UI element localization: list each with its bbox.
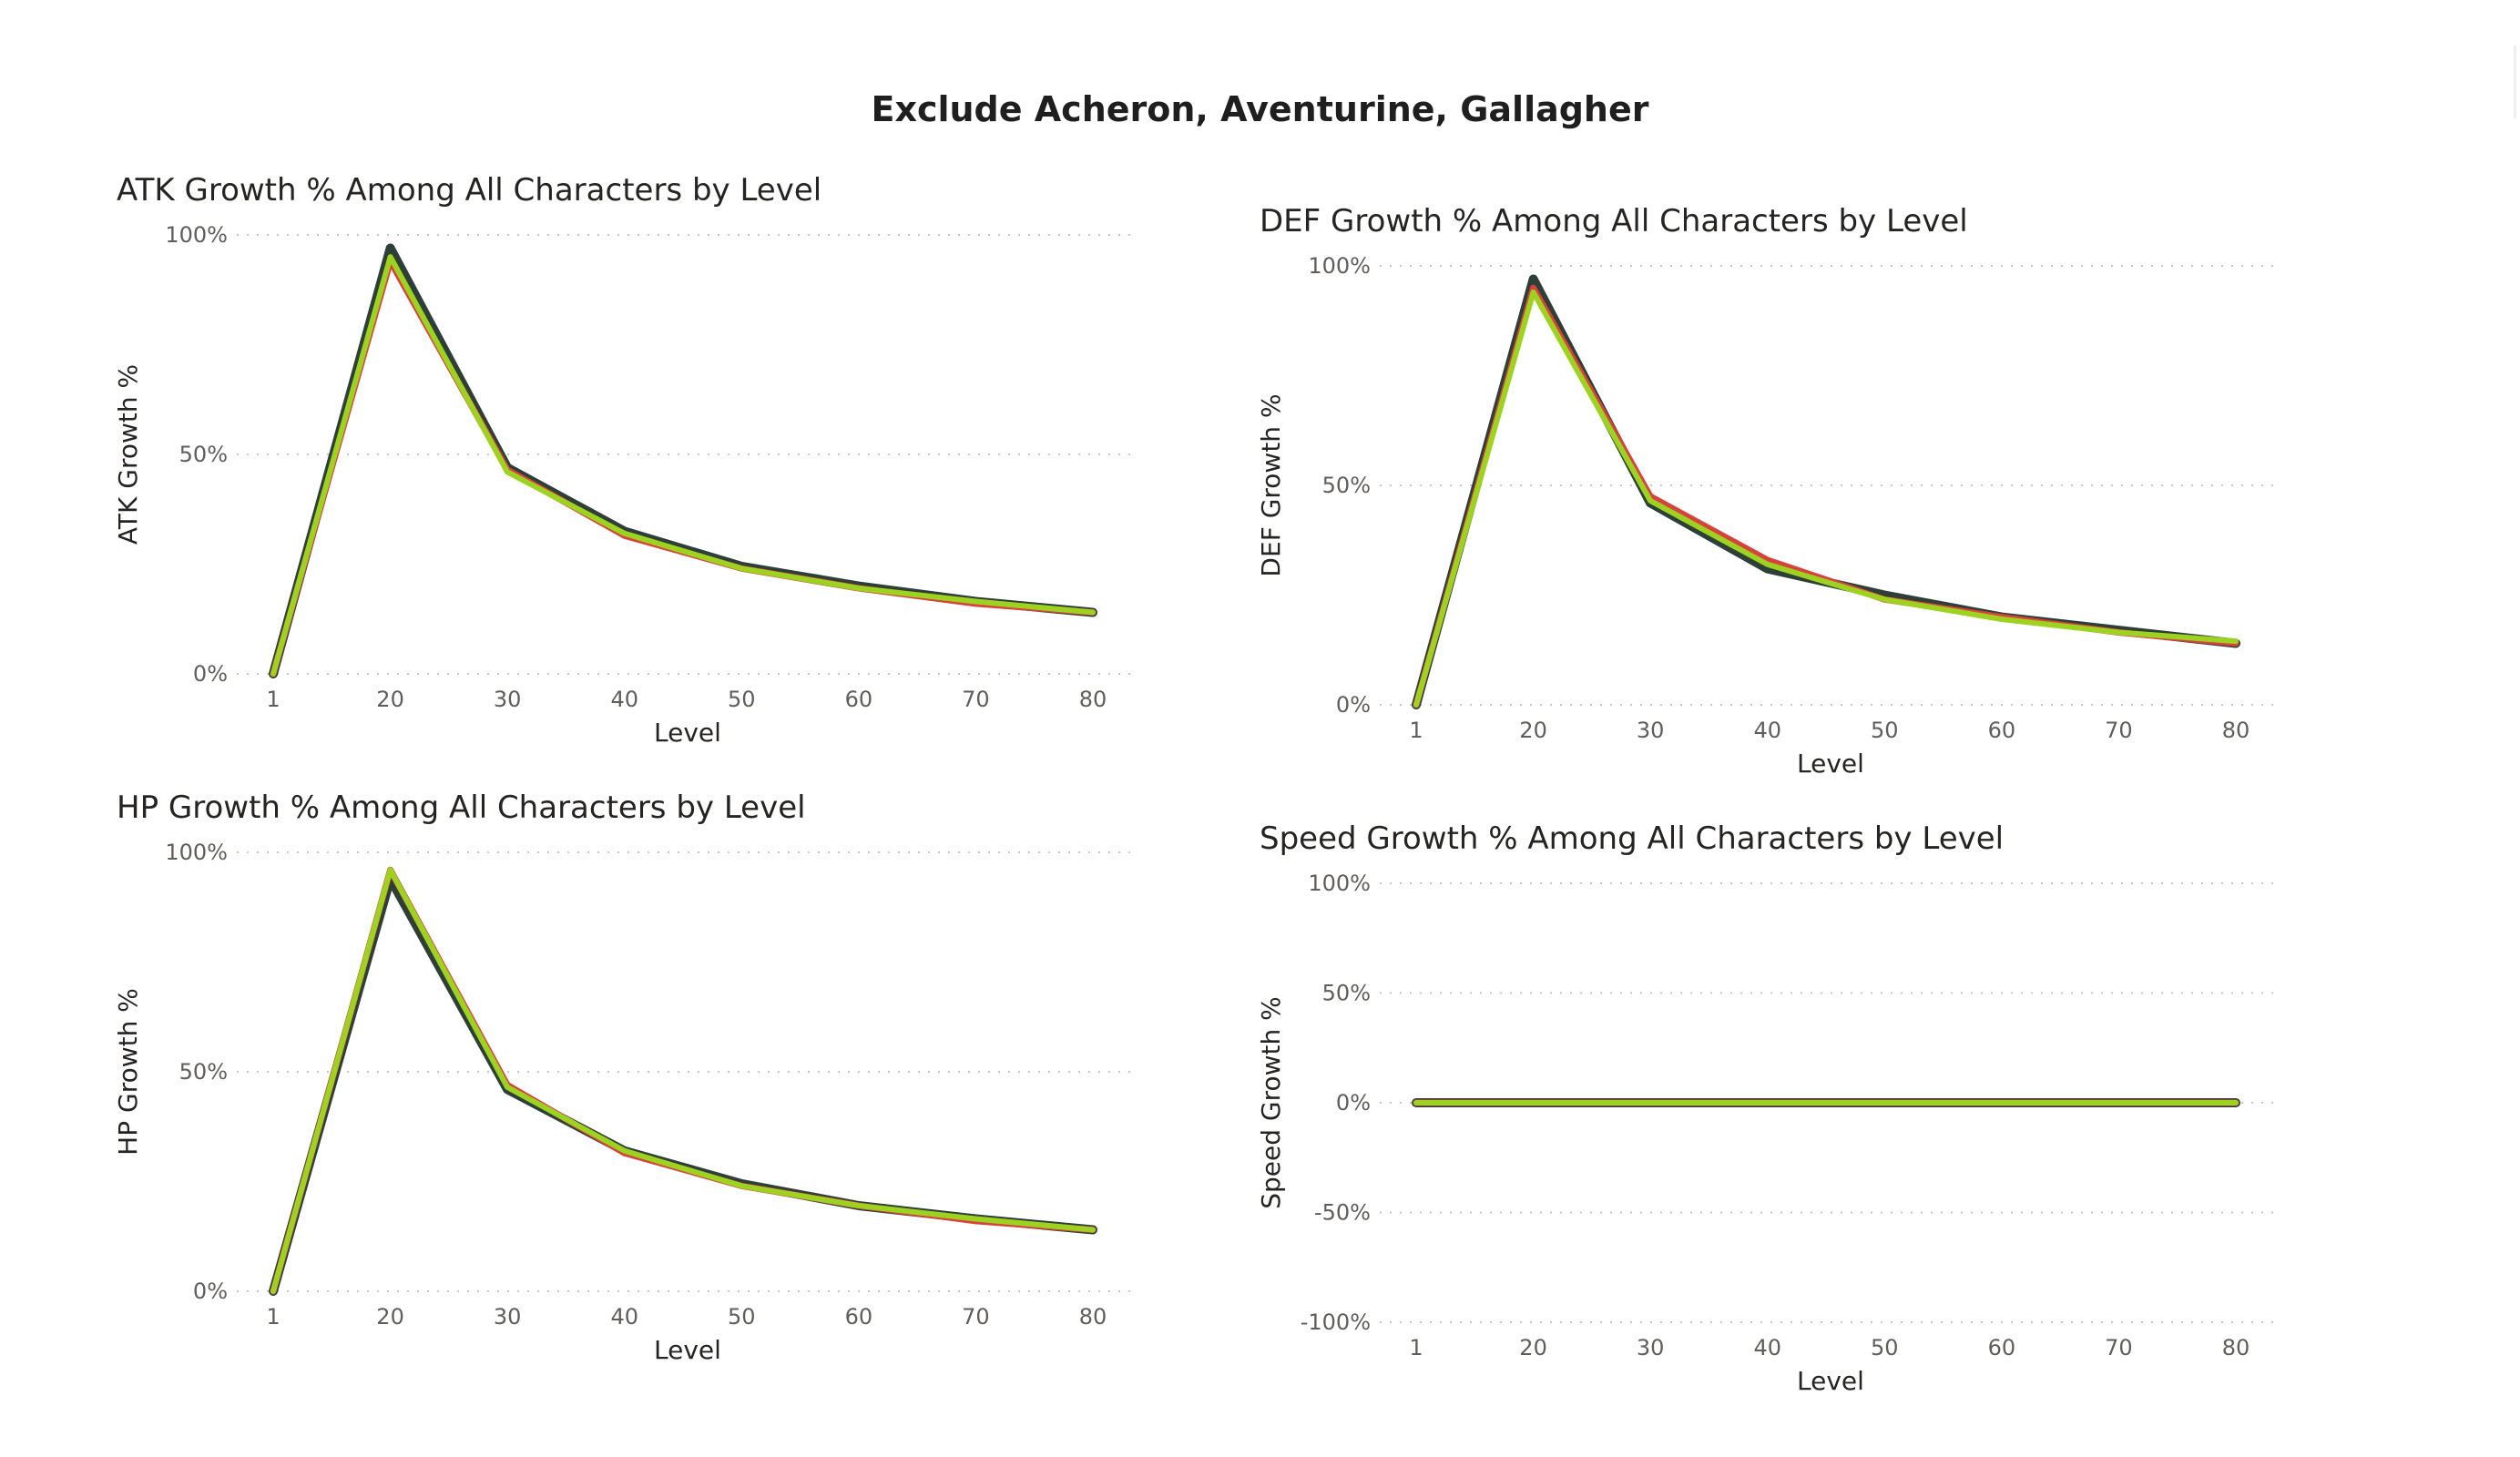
hp-growth-chart-svg: HP Growth % Among All Characters by Leve… (113, 790, 1138, 1365)
def-y-tick-label: 0% (1336, 692, 1371, 718)
def-series-line-2 (1413, 284, 2239, 708)
speed-x-axis-title: Level (1797, 1366, 1864, 1396)
atk-y-tick-label: 100% (165, 222, 228, 248)
hp-y-tick-label: 50% (179, 1059, 228, 1085)
atk-x-tick-label: 30 (494, 687, 522, 712)
def-x-tick-label: 80 (2222, 718, 2250, 743)
page-title: Exclude Acheron, Aventurine, Gallagher (871, 89, 1649, 129)
def-series-line-1 (1412, 274, 2240, 709)
speed-x-tick-label: 40 (1753, 1335, 1781, 1360)
atk-x-tick-label: 50 (728, 687, 756, 712)
scroll-edge-indicator (2514, 46, 2516, 118)
speed-y-tick-label: 0% (1336, 1090, 1371, 1116)
speed-growth-chart: Speed Growth % Among All Characters by L… (1252, 812, 2436, 1396)
def-x-tick-label: 1 (1409, 718, 1423, 743)
def-x-tick-label: 30 (1637, 718, 1665, 743)
def-y-axis-title: DEF Growth % (1256, 393, 1286, 576)
speed-y-tick-label: -100% (1301, 1309, 1371, 1335)
hp-x-tick-label: 70 (962, 1304, 990, 1330)
def-x-tick-label: 50 (1871, 718, 1899, 743)
speed-y-tick-label: 50% (1322, 981, 1371, 1006)
speed-x-tick-label: 70 (2105, 1335, 2133, 1360)
hp-x-tick-label: 60 (845, 1304, 873, 1330)
atk-growth-chart: ATK Growth % Among All Characters by Lev… (109, 164, 1293, 748)
speed-y-axis-title: Speed Growth % (1256, 996, 1286, 1209)
def-growth-chart-svg: DEF Growth % Among All Characters by Lev… (1256, 203, 2281, 779)
hp-y-tick-label: 0% (193, 1279, 228, 1304)
atk-x-tick-label: 60 (845, 687, 873, 712)
hp-x-tick-label: 30 (494, 1304, 522, 1330)
atk-series-line-3 (270, 254, 1096, 677)
atk-x-tick-label: 40 (610, 687, 638, 712)
hp-growth-chart: HP Growth % Among All Characters by Leve… (109, 781, 1293, 1365)
hp-series-line-2 (270, 866, 1097, 1295)
hp-y-tick-label: 100% (165, 840, 228, 865)
atk-x-tick-label: 20 (376, 687, 404, 712)
def-x-tick-label: 60 (1988, 718, 2016, 743)
hp-x-tick-label: 1 (266, 1304, 280, 1330)
def-x-tick-label: 70 (2105, 718, 2133, 743)
hp-y-axis-title: HP Growth % (113, 988, 143, 1156)
def-x-tick-label: 40 (1753, 718, 1781, 743)
speed-x-tick-label: 50 (1871, 1335, 1899, 1360)
atk-growth-chart-svg: ATK Growth % Among All Characters by Lev… (113, 172, 1138, 748)
speed-y-tick-label: 100% (1308, 871, 1371, 896)
hp-series-line-3 (270, 867, 1096, 1294)
def-y-tick-label: 100% (1308, 253, 1371, 279)
def-y-tick-label: 50% (1322, 473, 1371, 498)
hp-x-tick-label: 20 (376, 1304, 404, 1330)
speed-x-tick-label: 30 (1637, 1335, 1665, 1360)
atk-chart-title: ATK Growth % Among All Characters by Lev… (117, 172, 821, 209)
def-x-tick-label: 20 (1519, 718, 1547, 743)
hp-x-axis-title: Level (654, 1335, 721, 1365)
speed-x-tick-label: 60 (1988, 1335, 2016, 1360)
speed-x-tick-label: 1 (1409, 1335, 1423, 1360)
speed-x-tick-label: 20 (1519, 1335, 1547, 1360)
hp-chart-title: HP Growth % Among All Characters by Leve… (117, 790, 806, 826)
def-growth-chart: DEF Growth % Among All Characters by Lev… (1252, 195, 2436, 779)
atk-x-tick-label: 1 (266, 687, 280, 712)
atk-x-axis-title: Level (654, 718, 721, 748)
hp-series-line-1 (269, 873, 1097, 1296)
hp-x-tick-label: 40 (610, 1304, 638, 1330)
atk-y-tick-label: 0% (193, 661, 228, 687)
atk-series-line-1 (269, 243, 1097, 678)
hp-x-tick-label: 50 (728, 1304, 756, 1330)
def-x-axis-title: Level (1797, 749, 1864, 779)
speed-y-tick-label: -50% (1314, 1200, 1371, 1226)
atk-x-tick-label: 70 (962, 687, 990, 712)
def-series-line-3 (1413, 289, 2239, 708)
atk-x-tick-label: 80 (1079, 687, 1107, 712)
def-chart-title: DEF Growth % Among All Characters by Lev… (1260, 203, 1968, 239)
speed-x-tick-label: 80 (2222, 1335, 2250, 1360)
atk-y-axis-title: ATK Growth % (113, 364, 143, 545)
hp-x-tick-label: 80 (1079, 1304, 1107, 1330)
atk-series-line-2 (270, 258, 1097, 678)
speed-growth-chart-svg: Speed Growth % Among All Characters by L… (1256, 820, 2281, 1396)
speed-chart-title: Speed Growth % Among All Characters by L… (1260, 820, 2004, 857)
atk-y-tick-label: 50% (179, 442, 228, 467)
